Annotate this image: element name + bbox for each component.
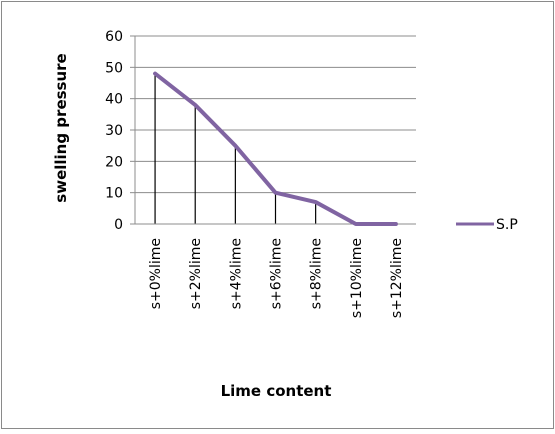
y-tick-label: 50	[105, 60, 123, 76]
x-tick-labels: s+0%lime s+2%lime s+4%lime s+6%lime s+8%lime…	[148, 238, 405, 318]
y-tick-label: 30	[105, 123, 123, 139]
gridlines	[135, 35, 416, 194]
x-tick-label: s+10%lime	[349, 238, 365, 318]
y-tick-label: 10	[105, 186, 123, 202]
data-point	[194, 104, 196, 106]
x-tick-label: s+6%lime	[269, 238, 285, 309]
y-tick-label: 60	[105, 29, 123, 45]
data-point	[275, 192, 276, 194]
data-point	[315, 201, 317, 203]
series-lines	[153, 71, 398, 226]
data-point	[395, 223, 397, 225]
y-tick-label: 20	[105, 154, 123, 170]
legend: S.P	[456, 217, 518, 233]
x-tick-label: s+12%lime	[389, 238, 405, 318]
x-tick-label: s+8%lime	[309, 238, 325, 309]
data-point	[154, 73, 156, 75]
x-tick-label: s+4%lime	[228, 238, 244, 309]
x-axis-title: Lime content	[221, 382, 332, 400]
drop-lines	[154, 73, 317, 224]
y-axis-title: swelling pressure	[52, 53, 70, 202]
y-tick-labels: 0 10 20 30 40 50 60	[105, 29, 123, 233]
data-point	[355, 223, 357, 225]
y-tick-label: 40	[105, 92, 123, 108]
x-tick-label: s+0%lime	[148, 238, 164, 309]
x-tick-label: s+2%lime	[188, 238, 204, 309]
y-tick-label: 0	[114, 217, 123, 233]
legend-label: S.P	[496, 217, 518, 233]
data-point	[234, 145, 236, 147]
